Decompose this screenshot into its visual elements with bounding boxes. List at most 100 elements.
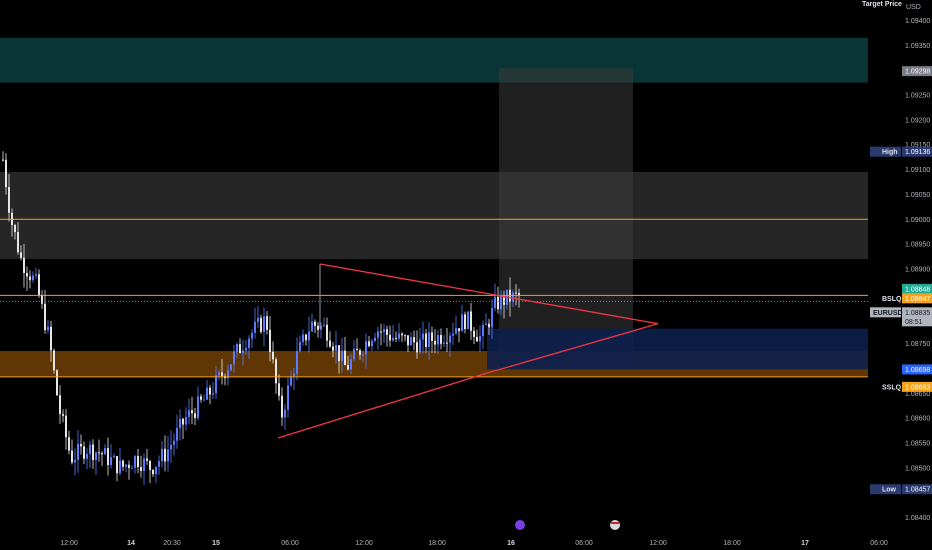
x-tick-label: 06:00 <box>281 540 299 547</box>
price-tag-name-bg <box>870 146 901 157</box>
candle-body <box>518 293 520 296</box>
candle-body <box>314 321 316 326</box>
candle-body <box>446 342 448 344</box>
candle-body <box>5 159 7 188</box>
candle-body <box>152 469 154 475</box>
candle-body <box>215 375 217 394</box>
candle-body <box>299 341 301 352</box>
candle-body <box>230 364 232 371</box>
candle-body <box>113 456 115 458</box>
candle-body <box>515 292 517 294</box>
candle-body <box>8 187 10 213</box>
candle-body <box>200 396 202 400</box>
candle-body <box>68 437 70 451</box>
price-tag-bg <box>902 293 932 304</box>
candle-body <box>419 339 421 353</box>
y-tick-label: 1.09050 <box>905 192 930 199</box>
price-tag-name: SSLQ <box>882 384 902 391</box>
candle-body <box>35 274 37 276</box>
candle-body <box>203 399 205 401</box>
price-tag-name: EURUSD <box>873 310 903 317</box>
candle-body <box>443 342 445 344</box>
price-tag-bg <box>902 283 932 294</box>
candle-body <box>74 459 76 463</box>
y-tick-label: 1.08900 <box>905 267 930 274</box>
x-tick-label: 12:00 <box>649 540 667 547</box>
candle-body <box>491 307 493 328</box>
candle-body <box>410 337 412 346</box>
x-tick-label: 18:00 <box>428 540 446 547</box>
candle-body <box>65 415 67 438</box>
y-tick-label: 1.08550 <box>905 441 930 448</box>
candle-body <box>251 332 253 339</box>
candle-body <box>284 409 286 418</box>
candle-body <box>182 418 184 425</box>
candle-body <box>59 395 61 415</box>
candle-body <box>290 376 292 386</box>
chart-title: Target Price <box>862 1 902 8</box>
candle-body <box>347 365 349 370</box>
candle-body <box>308 331 310 341</box>
candle-body <box>143 458 145 472</box>
x-tick-label: 06:00 <box>870 540 888 547</box>
candle-body <box>464 314 466 330</box>
price-tag-name: High <box>882 149 898 156</box>
candle-body <box>104 448 106 455</box>
candle-body <box>164 448 166 462</box>
candle-body <box>38 274 40 296</box>
x-tick-label: 12:00 <box>355 540 373 547</box>
candle-body <box>470 311 472 331</box>
triangle-lower-line <box>277 372 487 439</box>
candle-body <box>116 456 118 474</box>
candle-body <box>497 296 499 310</box>
candle-body <box>212 393 214 395</box>
candle-body <box>356 348 358 351</box>
candle-body <box>23 257 25 273</box>
candle-body <box>374 337 376 342</box>
candle-body <box>431 332 433 341</box>
candle-body <box>467 311 469 330</box>
candle-body <box>158 461 160 467</box>
candle-body <box>476 336 478 342</box>
price-tag-value: 1.08683 <box>905 384 930 391</box>
candle-body <box>14 225 16 233</box>
price-tag-value: 08:51 <box>905 319 923 326</box>
candle-body <box>311 321 313 332</box>
candle-body <box>416 342 418 353</box>
y-tick-label: 1.08400 <box>905 515 930 522</box>
price-tag-value: 1.08457 <box>905 487 930 494</box>
lightning-event-icon[interactable] <box>515 520 525 530</box>
candle-body <box>323 324 325 326</box>
y-tick-label: 1.09150 <box>905 142 930 149</box>
price-tag-name-bg <box>870 307 901 318</box>
candle-body <box>401 333 403 336</box>
candle-body <box>302 334 304 342</box>
candle-body <box>53 350 55 371</box>
us-flag-event-icon[interactable] <box>610 520 620 530</box>
candle-body <box>503 295 505 305</box>
candle-body <box>77 443 79 460</box>
candle-body <box>110 457 112 466</box>
x-tick-label: 16 <box>507 540 515 547</box>
candle-body <box>26 272 28 277</box>
candle-body <box>455 328 457 334</box>
candle-body <box>191 410 193 414</box>
candle-body <box>41 295 43 304</box>
y-tick-label: 1.09200 <box>905 117 930 124</box>
candle-body <box>377 331 379 338</box>
candle-body <box>296 351 298 374</box>
candle-body <box>266 316 268 330</box>
candle-body <box>404 335 406 337</box>
candle-body <box>242 350 244 354</box>
candle-body <box>50 326 52 351</box>
candle-body <box>170 445 172 450</box>
candle-body <box>425 333 427 347</box>
candle-body <box>185 417 187 425</box>
candle-body <box>359 350 361 355</box>
currency-label[interactable]: USD <box>906 4 921 11</box>
candle-body <box>482 325 484 337</box>
candle-body <box>368 341 370 347</box>
candle-body <box>32 275 34 281</box>
y-tick-label: 1.08950 <box>905 242 930 249</box>
